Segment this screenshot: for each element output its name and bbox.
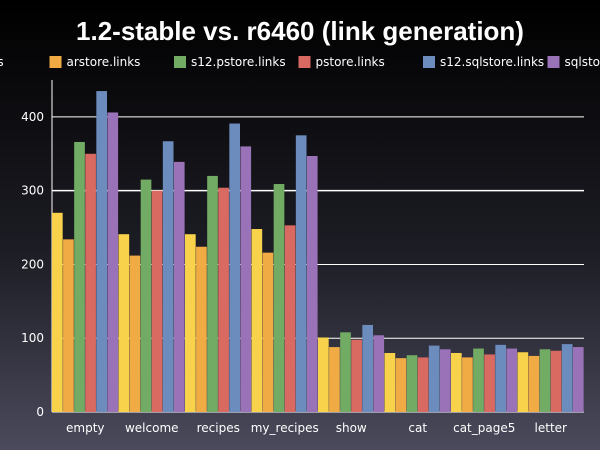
bar-arstore-links-empty [63, 239, 74, 412]
legend-label: arstore.links [67, 55, 141, 69]
x-tick-label: welcome [125, 421, 179, 435]
bar-sqlstore-links-my_recipes [306, 155, 318, 413]
bar-sqlstore-links-cat_page5 [506, 348, 518, 412]
bar-s12-pstore-links-cat_page5 [473, 348, 484, 412]
legend-label: store.links [0, 55, 4, 69]
bar-arstore-links-cat_page5 [462, 357, 473, 412]
bar-arstore-links-letter [528, 355, 540, 412]
bar-store-links-cat [384, 352, 396, 412]
bar-s12-sqlstore-links-show [362, 324, 374, 412]
bar-store-links-my_recipes [251, 229, 263, 412]
bar-store-links-welcome [118, 234, 130, 412]
x-tick-label: show [336, 421, 367, 435]
bar-store-links-cat_page5 [451, 352, 462, 412]
bar-pstore-links-welcome [151, 190, 163, 412]
bar-s12-sqlstore-links-recipes [229, 123, 241, 412]
bar-s12-pstore-links-show [340, 332, 351, 412]
bar-arstore-links-my_recipes [262, 252, 274, 412]
bar-pstore-links-cat_page5 [484, 354, 495, 412]
legend-swatch [49, 56, 62, 68]
bar-arstore-links-cat [395, 358, 407, 412]
bar-s12-sqlstore-links-cat_page5 [495, 344, 507, 412]
bar-sqlstore-links-welcome [173, 161, 185, 412]
bar-arstore-links-show [329, 347, 340, 412]
legend-swatch [423, 56, 435, 68]
chart-legend: store.links arstore.links s12.pstore.links… [0, 55, 600, 69]
y-tick-label: 0 [36, 405, 44, 419]
bar-store-links-show [318, 337, 329, 412]
bar-sqlstore-links-empty [107, 112, 119, 413]
legend-swatch [298, 56, 311, 68]
y-tick-label: 400 [21, 110, 44, 124]
bar-pstore-links-my_recipes [284, 225, 296, 412]
legend-label: s12.pstore.links [191, 55, 286, 69]
bar-store-links-empty [52, 212, 63, 412]
bar-s12-sqlstore-links-cat [428, 345, 440, 412]
bar-s12-pstore-links-empty [74, 141, 85, 412]
legend-label: pstore.links [316, 55, 385, 69]
bar-s12-sqlstore-links-my_recipes [295, 135, 307, 412]
legend-label: sqlstore.links [565, 55, 600, 69]
legend-swatch [547, 56, 560, 68]
x-axis: empty welcome recipes my_recipes show cat cat_… [66, 421, 567, 435]
legend-swatch [174, 56, 186, 68]
x-tick-label: my_recipes [251, 421, 319, 435]
bar-pstore-links-empty [85, 153, 96, 412]
bar-s12-pstore-links-letter [539, 349, 551, 412]
x-tick-label: cat [408, 421, 427, 435]
bar-sqlstore-links-cat [439, 349, 451, 412]
bar-pstore-links-letter [550, 350, 562, 412]
bar-pstore-links-show [351, 339, 362, 412]
y-tick-label: 200 [21, 257, 44, 271]
bar-arstore-links-recipes [196, 246, 207, 412]
bar-s12-pstore-links-cat [406, 355, 418, 412]
chart-title: 1.2-stable vs. r6460 (link generation) [76, 16, 524, 46]
x-tick-label: letter [535, 421, 568, 435]
bar-sqlstore-links-letter [572, 347, 584, 412]
bars [52, 91, 584, 413]
bar-arstore-links-welcome [129, 255, 141, 412]
bar-s12-sqlstore-links-empty [96, 91, 108, 412]
bar-s12-sqlstore-links-welcome [162, 141, 174, 413]
y-tick-label: 300 [21, 184, 44, 198]
bar-s12-sqlstore-links-letter [561, 344, 573, 412]
bar-store-links-letter [517, 352, 529, 412]
legend-label: s12.sqlstore.links [440, 55, 544, 69]
bar-s12-pstore-links-welcome [140, 179, 152, 412]
bar-s12-pstore-links-recipes [207, 175, 218, 412]
bar-pstore-links-recipes [218, 187, 229, 412]
y-tick-label: 100 [21, 331, 44, 345]
x-tick-label: cat_page5 [453, 421, 515, 435]
bar-sqlstore-links-show [373, 335, 385, 412]
x-tick-label: recipes [197, 421, 240, 435]
x-tick-label: empty [66, 421, 105, 435]
bar-store-links-recipes [185, 234, 196, 412]
bar-pstore-links-cat [417, 357, 429, 412]
bar-s12-pstore-links-my_recipes [273, 184, 285, 412]
bar-sqlstore-links-recipes [240, 146, 252, 412]
